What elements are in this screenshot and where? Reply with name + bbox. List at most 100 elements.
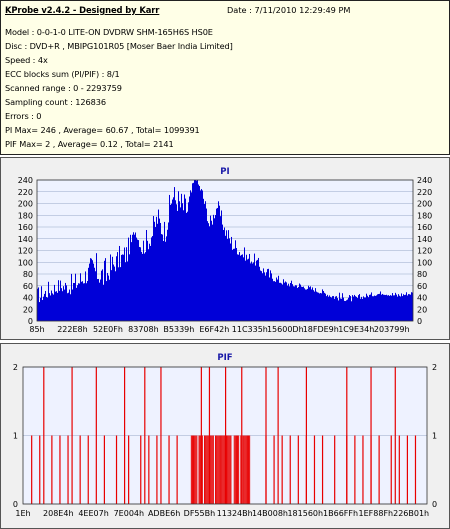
info-disc: Disc : DVD+R , MBIPG101R05 [Moser Baer I… — [5, 41, 233, 51]
pi-bar — [76, 287, 77, 321]
pi-bar — [309, 287, 310, 321]
pi-y-tick-left: 120 — [18, 247, 33, 256]
pi-bar — [360, 298, 361, 321]
pi-bar — [77, 285, 78, 321]
pi-bar — [311, 289, 312, 321]
pi-bar — [222, 224, 223, 321]
pi-bar — [106, 281, 107, 321]
pi-bar — [57, 292, 58, 321]
pi-y-tick-right: 180 — [417, 211, 432, 220]
pi-bar — [344, 300, 345, 321]
pi-bar — [139, 246, 140, 321]
pi-bar — [58, 280, 59, 321]
pi-bar — [397, 296, 398, 321]
pif-bar-1 — [228, 435, 230, 504]
pif-x-tick: 14B008h — [252, 509, 288, 518]
pif-bar-1 — [51, 435, 53, 504]
pi-bar — [281, 283, 282, 321]
pif-bar-2 — [370, 367, 372, 504]
pi-bar — [261, 271, 262, 321]
pi-bar — [171, 203, 172, 321]
pi-bar — [144, 253, 145, 321]
pi-x-tick: 18FDE9h — [303, 325, 339, 334]
info-ecc-blocks: ECC blocks sum (PI/PIF) : 8/1 — [5, 69, 120, 79]
pi-bar — [240, 255, 241, 321]
pif-bar-1 — [140, 435, 142, 504]
pi-bar — [318, 292, 319, 321]
pi-bar — [348, 297, 349, 321]
pi-bar — [335, 296, 336, 321]
pi-bar — [287, 285, 288, 321]
pi-bar — [379, 293, 380, 321]
pi-bar — [357, 298, 358, 321]
info-panel: KProbe v2.4.2 - Designed by Karr Date : … — [0, 0, 450, 155]
pi-bar — [250, 263, 251, 321]
pi-bar — [67, 293, 68, 321]
pi-bar — [390, 295, 391, 321]
pi-bar — [79, 283, 80, 321]
pi-bar — [155, 227, 156, 321]
pi-bar — [364, 297, 365, 321]
pif-bar-1 — [196, 435, 198, 504]
pi-bar — [165, 241, 166, 321]
pi-bar — [205, 201, 206, 321]
pi-y-tick-left: 40 — [23, 294, 33, 303]
pif-x-tick: 226B01h — [393, 509, 429, 518]
pi-bar — [314, 291, 315, 321]
pi-bar — [322, 289, 323, 321]
pif-y-tick-right: 2 — [432, 363, 437, 372]
pi-bar — [137, 239, 138, 321]
pi-bar — [84, 283, 85, 321]
pi-bar — [54, 284, 55, 321]
pif-bar-1 — [194, 435, 196, 504]
pi-bar — [245, 260, 246, 321]
pi-bar — [407, 295, 408, 321]
pi-bar — [333, 296, 334, 321]
pif-x-tick: 7E004h — [114, 509, 144, 518]
pi-bar — [274, 281, 275, 321]
pif-bar-1 — [207, 435, 209, 504]
pi-bar — [133, 232, 134, 321]
pi-bar — [145, 252, 146, 321]
pi-bar — [202, 190, 203, 321]
pi-bar — [276, 277, 277, 321]
info-pi-summary: PI Max= 246 , Average= 60.67 , Total= 10… — [5, 125, 200, 135]
pi-bar — [71, 273, 72, 321]
pi-bar — [275, 281, 276, 321]
pi-bar — [267, 269, 268, 321]
pi-bar — [349, 295, 350, 321]
info-sampling-count: Sampling count : 126836 — [5, 97, 106, 107]
pif-bar-1 — [398, 435, 400, 504]
pi-bar — [231, 236, 232, 321]
pi-bar — [186, 212, 187, 321]
pi-bar — [129, 254, 130, 321]
pif-bar-1 — [221, 435, 223, 504]
pi-bar — [380, 291, 381, 321]
pi-bar — [401, 293, 402, 321]
pif-bar-1 — [220, 435, 222, 504]
pi-x-tick: 203799h — [374, 325, 410, 334]
pif-bar-1 — [210, 435, 212, 504]
pif-bar-1 — [242, 435, 244, 504]
pi-x-tick: 1C9E34h — [338, 325, 374, 334]
pi-x-tick: 52E0Fh — [93, 325, 123, 334]
pi-y-tick-right: 240 — [417, 176, 432, 185]
pif-bar-1 — [237, 435, 239, 504]
pif-bar-1 — [59, 435, 61, 504]
pi-bar — [312, 287, 313, 321]
pi-bar — [147, 240, 148, 321]
pi-bar — [323, 291, 324, 321]
pi-bar — [383, 294, 384, 321]
pi-bar — [219, 205, 220, 321]
pi-bar — [279, 282, 280, 321]
pi-bar — [388, 295, 389, 321]
pif-bar-2 — [225, 367, 227, 504]
pi-bar — [89, 263, 90, 321]
pi-bar — [200, 190, 201, 321]
pi-bar — [174, 187, 175, 321]
pif-y-tick-right: 0 — [432, 500, 437, 509]
pi-x-tick: 85h — [29, 325, 44, 334]
pi-bar — [105, 258, 106, 321]
pi-bar — [330, 296, 331, 321]
pi-bar — [123, 254, 124, 321]
